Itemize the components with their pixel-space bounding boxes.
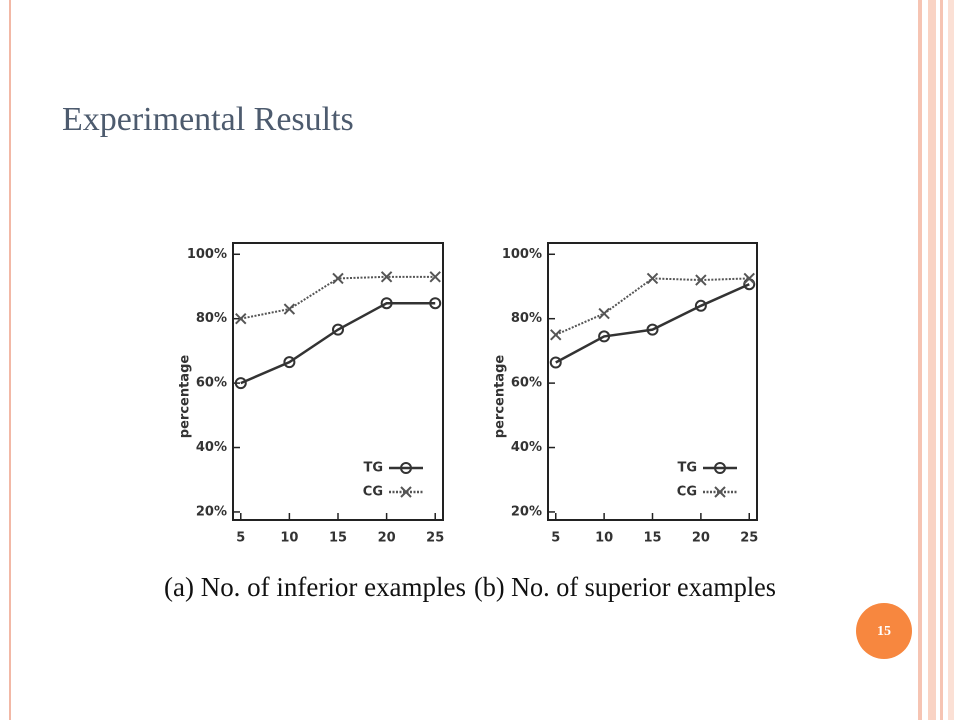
marker: [380, 297, 393, 310]
legend-marker: [400, 486, 412, 498]
legend-label: TG: [363, 461, 383, 476]
x-axis-label: (a) No. of inferior examples: [164, 572, 466, 602]
right-stripe: [948, 0, 954, 720]
page-number: 15: [877, 624, 891, 639]
marker: [694, 299, 707, 312]
y-tick-label: 20%: [511, 504, 542, 519]
legend-marker: [714, 486, 726, 498]
legend-label: TG: [677, 461, 697, 476]
marker: [646, 323, 659, 336]
marker: [283, 303, 296, 315]
y-tick-label: 80%: [511, 311, 542, 326]
x-tick-label: 10: [280, 531, 298, 546]
y-tick-label: 100%: [187, 247, 227, 262]
x-tick-label: 5: [551, 531, 560, 546]
y-tick-label: 80%: [196, 311, 227, 326]
marker: [646, 272, 659, 285]
y-tick-label: 60%: [511, 376, 542, 391]
marker: [695, 274, 707, 286]
marker: [235, 312, 247, 325]
right-stripe: [918, 0, 922, 720]
x-tick-label: 20: [692, 531, 710, 546]
slide-title: Experimental Results: [62, 101, 354, 138]
y-tick-label: 40%: [511, 440, 542, 455]
series-line: [555, 283, 750, 364]
x-axis-label: (b) No. of superior examples: [474, 572, 776, 602]
x-tick-label: 25: [426, 531, 444, 546]
legend-marker: [714, 462, 726, 474]
marker: [332, 272, 344, 285]
marker: [234, 377, 247, 390]
x-tick-label: 15: [643, 531, 661, 546]
right-stripe: [928, 0, 936, 720]
y-axis-label: percentage: [493, 355, 508, 439]
marker: [550, 329, 562, 341]
y-tick-label: 40%: [196, 440, 227, 455]
x-tick-label: 25: [740, 531, 758, 546]
legend-label: CG: [677, 485, 697, 500]
y-tick-label: 20%: [196, 504, 227, 519]
marker: [743, 272, 755, 285]
x-tick-label: 20: [378, 531, 396, 546]
series-line: [240, 275, 436, 320]
marker: [332, 323, 344, 336]
marker: [598, 307, 610, 320]
marker: [429, 297, 442, 310]
legend-label: CG: [363, 485, 383, 500]
marker: [380, 271, 393, 283]
x-tick-label: 10: [595, 531, 613, 546]
y-tick-label: 100%: [502, 247, 542, 262]
marker: [429, 271, 441, 283]
x-tick-label: 15: [329, 531, 347, 546]
y-axis-label: percentage: [178, 355, 193, 439]
page-badge: [856, 603, 912, 659]
legend-marker: [400, 462, 412, 474]
series-line: [240, 301, 436, 385]
right-stripe: [940, 0, 943, 720]
marker: [283, 356, 296, 369]
marker: [598, 330, 611, 343]
x-tick-label: 5: [236, 531, 245, 546]
marker: [549, 356, 562, 369]
y-tick-label: 60%: [196, 376, 227, 391]
